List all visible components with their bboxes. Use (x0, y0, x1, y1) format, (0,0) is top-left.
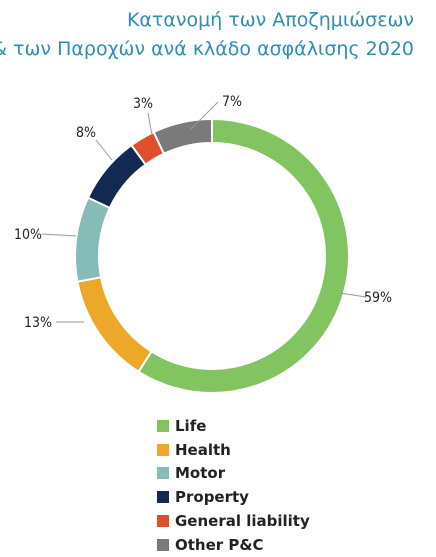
legend-item: General liability (157, 509, 310, 533)
data-label: 13% (24, 315, 52, 331)
slice-property (86, 143, 147, 210)
chart-title-line2: & των Παροχών ανά κλάδο ασφάλισης 2020 (0, 38, 414, 60)
legend-swatch (157, 538, 169, 551)
legend-label: Life (175, 416, 207, 435)
leader-line (339, 292, 367, 298)
legend-item: Health (157, 438, 310, 462)
legend-swatch (157, 419, 169, 432)
legend-swatch (157, 443, 169, 456)
slice-motor (74, 196, 112, 283)
leader-line (95, 139, 113, 161)
data-label: 7% (222, 94, 242, 110)
legend-swatch (157, 491, 169, 504)
legend-item: Life (157, 414, 310, 438)
donut-chart: 59% 13% 10% 8% 3% 7% (14, 94, 392, 394)
legend-item: Motor (157, 462, 310, 486)
legend-item: Property (157, 485, 310, 509)
chart-title-line1: Κατανομή των Αποζημιώσεων (126, 9, 414, 31)
leader-line (147, 112, 153, 136)
chart-title: Κατανομή των Αποζημιώσεων & των Παροχών … (0, 6, 414, 64)
chart-legend: Life Health Motor Property General liability… (157, 414, 310, 557)
leader-line (189, 101, 219, 131)
legend-swatch (157, 467, 169, 480)
legend-item: Other P&C (157, 533, 310, 557)
legend-label: General liability (175, 512, 310, 531)
data-label: 3% (133, 96, 153, 112)
legend-label: Motor (175, 464, 226, 483)
leader-line (41, 233, 77, 237)
data-label: 8% (76, 125, 96, 141)
slice-life (137, 117, 350, 394)
slice-other-p-c (152, 117, 213, 156)
legend-label: Other P&C (175, 535, 264, 554)
legend-label: Health (175, 440, 231, 459)
data-label: 59% (364, 290, 392, 306)
legend-swatch (157, 515, 169, 528)
slice-health (76, 276, 153, 374)
legend-label: Property (175, 488, 249, 507)
data-label: 10% (14, 227, 42, 243)
